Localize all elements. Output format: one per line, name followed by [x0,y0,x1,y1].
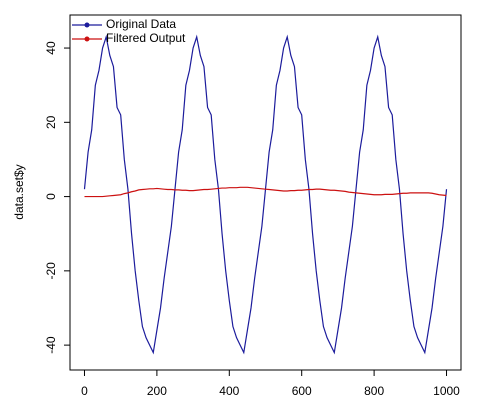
y-axis-label: data.set$y [12,164,26,219]
legend-marker [84,22,90,28]
legend-label: Filtered Output [106,31,186,45]
series-line [84,186,447,198]
y-tick-label: -20 [44,262,58,280]
legend-label: Original Data [106,17,176,31]
y-tick-label: 0 [44,193,58,200]
x-tick-label: 1000 [433,384,460,398]
y-tick-label: -40 [44,336,58,354]
x-tick-label: 200 [147,384,167,398]
plot-box [69,14,462,371]
x-tick-label: 400 [219,384,239,398]
x-tick-label: 800 [364,384,384,398]
y-tick-label: 20 [44,115,58,129]
x-tick-label: 600 [292,384,312,398]
legend-marker [84,36,90,42]
x-tick-label: 0 [81,384,88,398]
y-tick-label: 40 [44,41,58,55]
